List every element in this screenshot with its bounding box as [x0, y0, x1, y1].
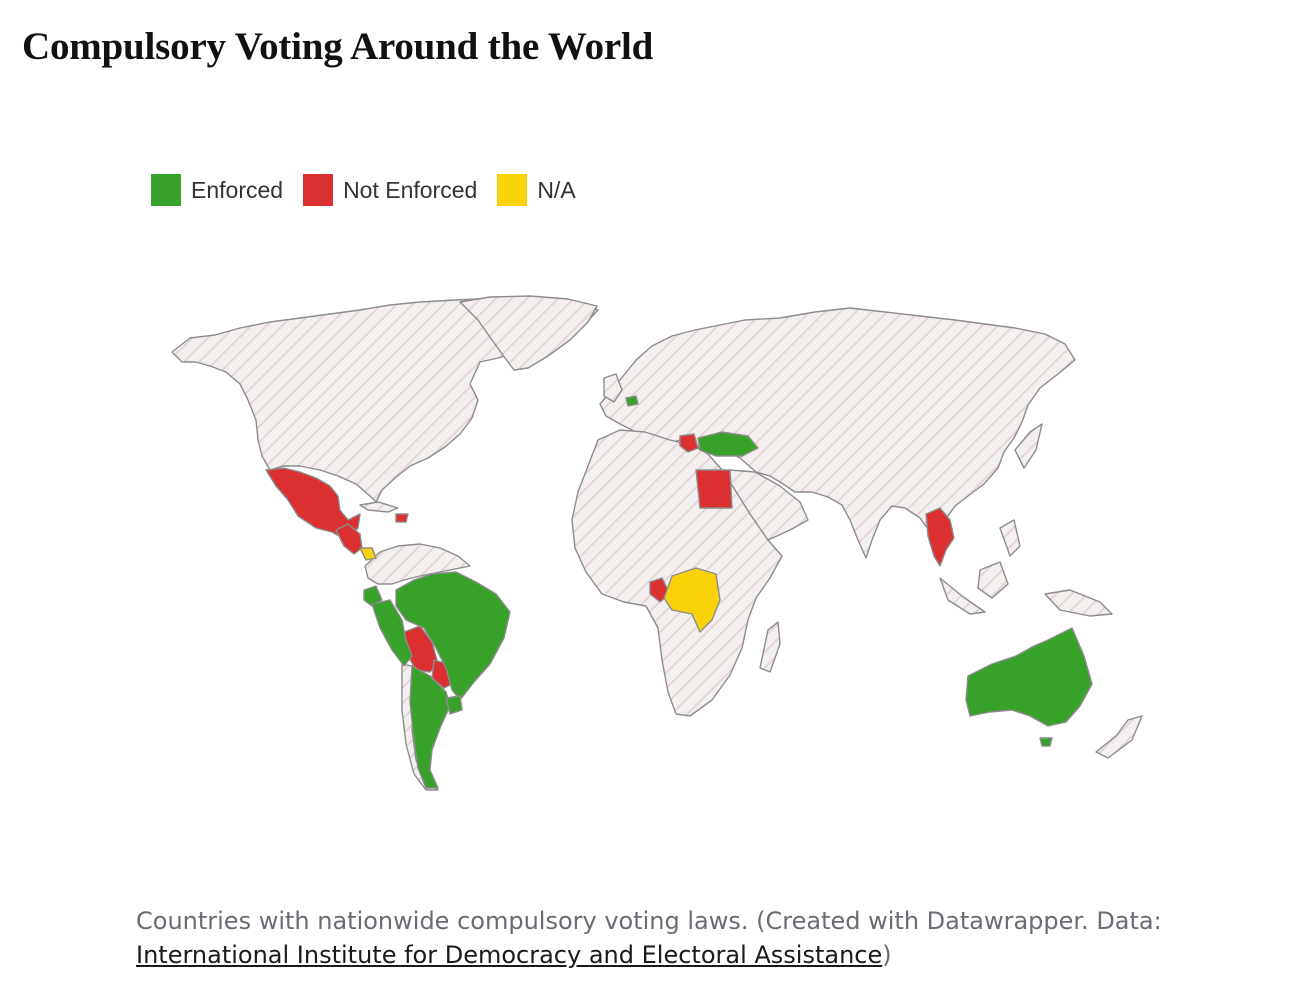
region-greece	[679, 433, 699, 453]
region-belgium	[625, 395, 639, 407]
land-madagascar	[759, 621, 781, 673]
land-north-america	[171, 297, 599, 503]
legend-swatch-not-enforced	[303, 174, 334, 206]
region-dominican-republic	[395, 513, 409, 523]
land-japan	[1014, 423, 1043, 469]
legend-swatch-na	[497, 174, 528, 206]
region-uruguay	[445, 695, 463, 715]
caption-close: )	[882, 941, 892, 969]
land-south-america-north	[364, 543, 471, 585]
region-mexico	[265, 467, 361, 541]
land-caribbean-cuba	[359, 501, 399, 513]
region-peru	[371, 599, 413, 667]
region-egypt	[695, 469, 733, 509]
region-brazil	[395, 571, 511, 701]
legend-label-enforced: Enforced	[191, 176, 284, 203]
region-argentina	[409, 665, 451, 789]
legend-item-not-enforced: Not Enforced	[303, 174, 477, 206]
legend: Enforced Not Enforced N/A	[151, 174, 596, 206]
region-australia	[965, 627, 1093, 727]
legend-item-enforced: Enforced	[151, 174, 283, 206]
region-tasmania	[1039, 737, 1053, 747]
land-new-zealand	[1095, 715, 1143, 759]
region-thailand	[925, 507, 955, 567]
caption-source-link[interactable]: International Institute for Democracy an…	[136, 941, 883, 969]
land-new-guinea	[1044, 589, 1113, 617]
caption-text: Countries with nationwide compulsory vot…	[136, 907, 1162, 935]
legend-label-not-enforced: Not Enforced	[343, 176, 478, 203]
legend-label-na: N/A	[537, 176, 576, 203]
land-uk	[603, 373, 623, 403]
land-greenland	[459, 295, 598, 371]
land-philippines	[999, 519, 1021, 557]
map-caption: Countries with nationwide compulsory vot…	[136, 904, 1286, 972]
land-borneo	[977, 561, 1009, 599]
region-turkey	[697, 431, 759, 457]
legend-swatch-enforced	[151, 174, 181, 206]
legend-item-na: N/A	[497, 174, 576, 206]
map-title: Compulsory Voting Around the World	[22, 25, 654, 68]
region-dr-congo	[663, 567, 721, 633]
region-costa-rica	[359, 547, 377, 561]
land-indonesia-west	[939, 577, 986, 615]
